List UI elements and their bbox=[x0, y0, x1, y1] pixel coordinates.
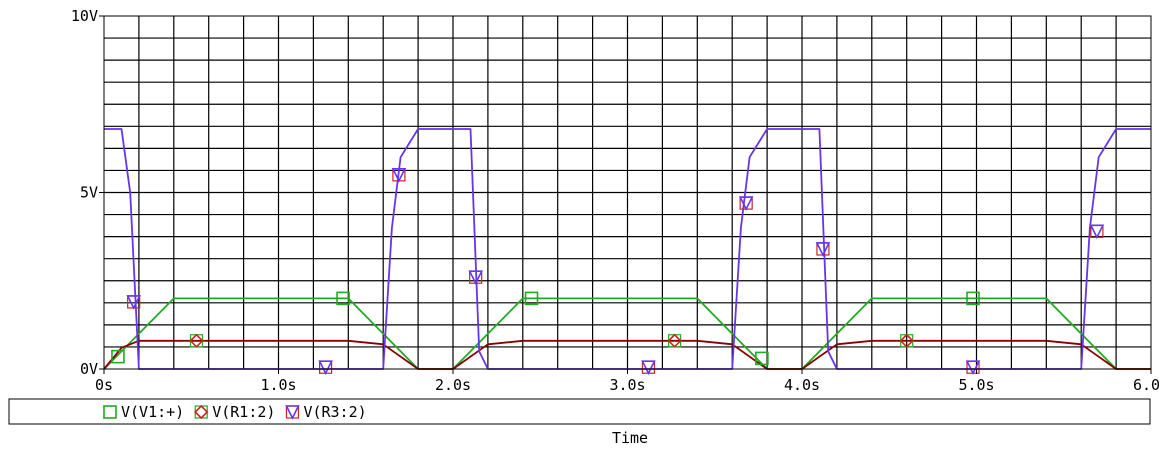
series-marker-2-box bbox=[1090, 224, 1104, 238]
legend: V(V1:+) V(R1:2) V(R3:2) bbox=[103, 403, 367, 421]
series-line-1 bbox=[103, 339, 1151, 370]
series-marker-0 bbox=[966, 291, 980, 306]
series-marker-2 bbox=[815, 242, 831, 257]
legend-marker-2 bbox=[285, 405, 300, 420]
series-marker-2 bbox=[318, 360, 333, 376]
legend-entry-label: V(R3:2) bbox=[303, 403, 366, 421]
legend-marker-1-box bbox=[194, 405, 208, 419]
x-tick-label: 3.0s bbox=[609, 376, 645, 394]
series-line-0 bbox=[103, 297, 1151, 370]
legend-entry-label: V(V1:+) bbox=[121, 403, 184, 421]
x-tick-label: 4.0s bbox=[784, 376, 820, 394]
series-marker-2-box bbox=[641, 360, 656, 374]
series-marker-0 bbox=[755, 351, 769, 366]
x-axis-label: Time bbox=[612, 429, 648, 447]
series-marker-2 bbox=[1089, 224, 1105, 240]
series-marker-2 bbox=[468, 270, 483, 286]
tick-labels: 0s 1.0s 2.0s 3.0s 4.0s 5.0s 6.0s 0V 5V 10V bbox=[71, 7, 1161, 394]
series-marker-0 bbox=[524, 291, 539, 306]
series-marker-1 bbox=[667, 333, 682, 348]
series-marker-2 bbox=[738, 196, 754, 211]
legend-entry-label: V(R1:2) bbox=[212, 403, 275, 421]
legend-marker-2-box bbox=[285, 405, 300, 419]
y-tick-label: 5V bbox=[80, 184, 98, 202]
x-tick-label: 5.0s bbox=[958, 376, 994, 394]
legend-box bbox=[8, 398, 1151, 425]
series-marker-2 bbox=[391, 168, 407, 183]
series-marker-2-box bbox=[816, 242, 830, 256]
series-marker-2 bbox=[965, 360, 981, 376]
series-marker-2 bbox=[126, 295, 141, 310]
grid bbox=[104, 16, 1151, 369]
x-tick-label: 6.0s bbox=[1133, 376, 1161, 394]
series-marker-0 bbox=[111, 349, 125, 364]
x-tick-label: 0s bbox=[95, 376, 113, 394]
series-marker-2-box bbox=[739, 196, 753, 210]
x-tick-label: 1.0s bbox=[260, 376, 296, 394]
plot-frame bbox=[103, 15, 1152, 370]
series-marker-1 bbox=[189, 333, 204, 348]
series-marker-1 bbox=[899, 333, 914, 348]
x-tick-label: 2.0s bbox=[435, 376, 471, 394]
legend-marker-0 bbox=[103, 405, 117, 419]
series-marker-2-box bbox=[127, 295, 141, 309]
legend-marker-1 bbox=[194, 404, 209, 420]
y-tick-label: 0V bbox=[80, 360, 98, 378]
series-marker-2-box bbox=[319, 360, 333, 374]
series-marker-2-box bbox=[966, 360, 980, 374]
series-marker-0 bbox=[336, 291, 350, 306]
series-marker-2 bbox=[641, 360, 656, 376]
series-markers bbox=[111, 168, 1105, 376]
y-tick-label: 10V bbox=[71, 7, 98, 25]
